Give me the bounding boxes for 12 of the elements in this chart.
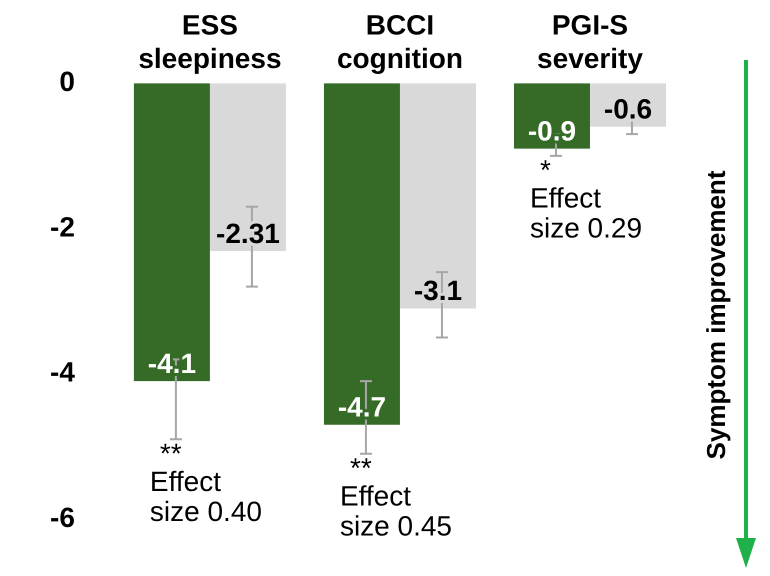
x-tick-label: BCCI cognition (336, 10, 463, 74)
data-label: -2.31 (216, 218, 280, 249)
x-tick-label: ESS sleepiness (138, 10, 282, 74)
y-tick-label: 0 (59, 66, 75, 97)
data-label: -3.1 (414, 275, 462, 306)
y-tick-label: -2 (50, 211, 75, 242)
data-label: -0.9 (528, 115, 576, 146)
data-label: -0.6 (604, 94, 652, 125)
y-tick-label: -4 (50, 356, 76, 388)
y-tick-label: -6 (50, 502, 75, 533)
x-tick-label: PGI-S severity (537, 10, 644, 74)
text: Symptom improvement (701, 170, 732, 460)
